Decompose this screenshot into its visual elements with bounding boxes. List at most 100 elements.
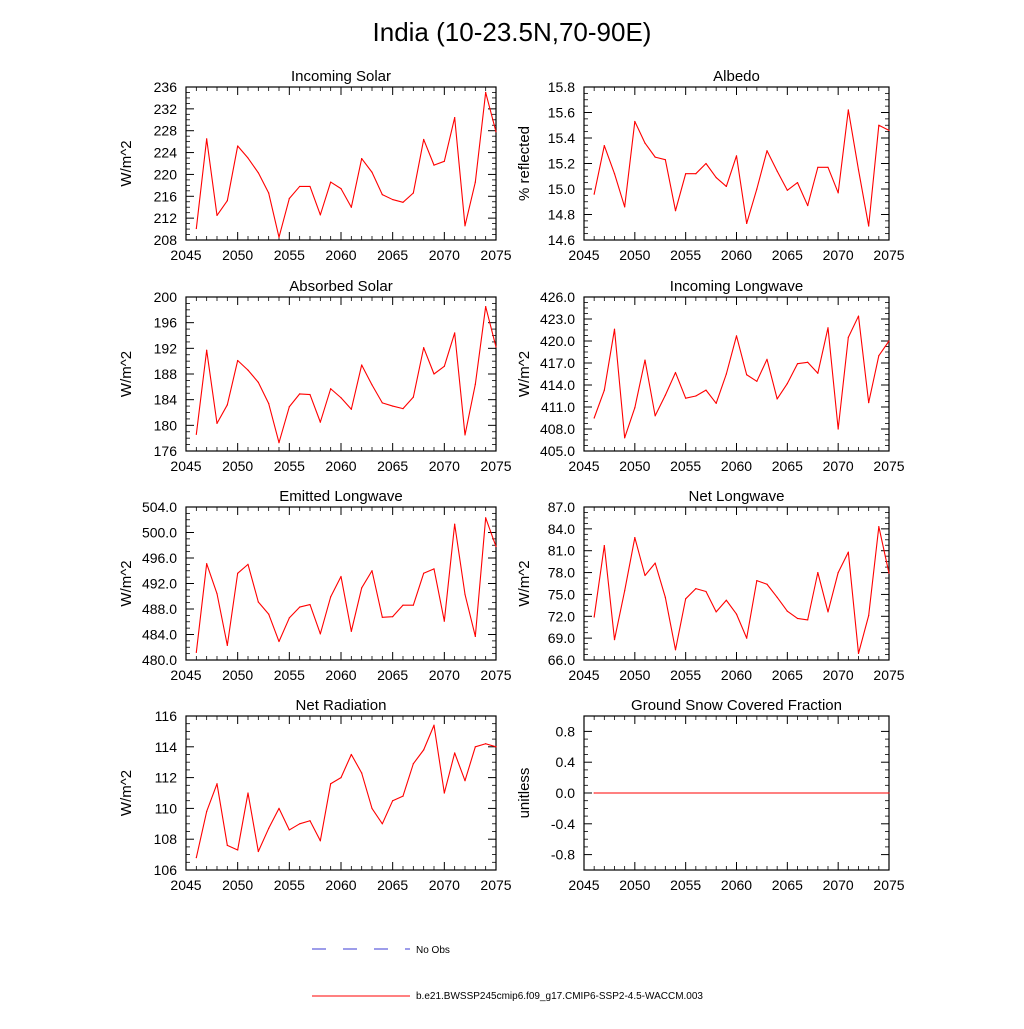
x-tick-label: 2070 [823,247,854,263]
data-point [857,315,860,317]
data-point [837,571,839,574]
x-tick-label: 2050 [619,458,650,474]
data-point [746,374,748,376]
x-tick-label: 2055 [274,458,305,474]
data-point [402,795,404,797]
series-line [195,517,497,653]
y-tick-label: 417.0 [540,355,575,371]
data-point [247,792,249,794]
panel-3: Absorbed Solar 176 180 184 188 192 196 200 2045 2… [118,278,512,474]
data-point [454,752,456,754]
y-tick-label: 228 [154,123,178,139]
x-tick-label: 2060 [721,247,752,263]
x-tick-label: 2065 [772,667,803,683]
data-point [454,523,456,525]
data-point [371,384,373,386]
x-tick-label: 2075 [873,667,904,683]
data-point [299,606,301,608]
y-tick-label: 0.8 [556,723,576,739]
data-point [485,517,487,519]
legend-label-no-obs: No Obs [416,945,450,956]
data-point [624,206,626,208]
data-point [847,336,849,338]
y-tick-label: 78.0 [548,565,575,581]
data-point [613,328,616,330]
data-point [827,611,829,613]
data-point [268,827,270,830]
data-point [735,155,738,157]
data-point [247,369,249,371]
data-point [299,393,301,395]
panel-5: Emitted Longwave 480.0 484.0 488.0 492.0 496.… [118,488,512,683]
data-point [634,120,636,123]
data-point [268,613,270,615]
data-point [786,382,788,385]
panel-4: Incoming Longwave 405.0 408.0 411.0 414.0 417… [516,278,905,474]
data-point [776,398,778,400]
data-point [402,201,404,203]
data-point [330,388,332,390]
data-point [443,160,445,162]
data-point [756,380,758,382]
data-point [319,633,321,635]
y-tick-label: 69.0 [548,630,575,646]
data-point [786,189,788,191]
data-point [634,537,636,539]
x-tick-label: 2060 [721,458,752,474]
data-point [257,172,259,174]
data-point [756,579,758,582]
data-point [299,185,301,188]
data-point [878,355,880,357]
y-tick-label: 15.6 [548,105,575,121]
y-tick-label: 87.0 [548,499,575,515]
data-point [216,783,218,785]
y-tick-label: 184 [154,392,178,408]
plot-frame [185,296,497,452]
data-point [330,783,332,785]
x-tick-label: 2055 [274,877,305,893]
x-tick-label: 2075 [480,458,511,474]
panel-2: Albedo 14.6 14.8 15.0 15.2 15.4 15.6 15.8 2045 20… [516,68,905,263]
data-point [705,162,707,165]
data-point [593,417,595,419]
data-point [685,397,687,399]
data-point [206,563,208,565]
x-tick-label: 2050 [619,247,650,263]
data-point [868,614,870,617]
data-point [644,359,646,361]
y-tick-label: 496.0 [142,550,177,566]
data-point [674,371,677,374]
y-axis-label: W/m^2 [516,351,533,397]
plot-frame [185,86,497,241]
data-point [288,617,290,619]
x-tick-label: 2070 [823,667,854,683]
data-point [464,593,466,595]
y-tick-label: 212 [154,210,178,226]
data-point [206,349,208,351]
data-point [195,433,197,435]
x-tick-label: 2050 [222,667,253,683]
x-tick-label: 2075 [873,247,904,263]
data-point [593,792,595,794]
x-tick-label: 2075 [480,877,511,893]
data-point [381,194,383,196]
data-point [796,617,799,620]
data-point [454,117,456,119]
data-point [257,850,259,853]
data-point [725,373,727,375]
y-tick-label: 14.6 [548,232,575,248]
data-point [412,763,414,765]
data-point [776,596,778,598]
data-point [433,568,435,570]
data-point [766,583,768,585]
data-point [392,405,394,407]
data-point [766,150,768,152]
data-point [485,306,487,308]
data-point [474,635,476,638]
data-point [361,772,363,774]
data-point [857,169,860,171]
data-point [226,200,228,202]
data-point [674,210,677,212]
x-tick-label: 2060 [325,667,356,683]
legend-label-model: b.e21.BWSSP245cmip6.f09_g17.CMIP6-SSP2-4… [416,991,703,1002]
